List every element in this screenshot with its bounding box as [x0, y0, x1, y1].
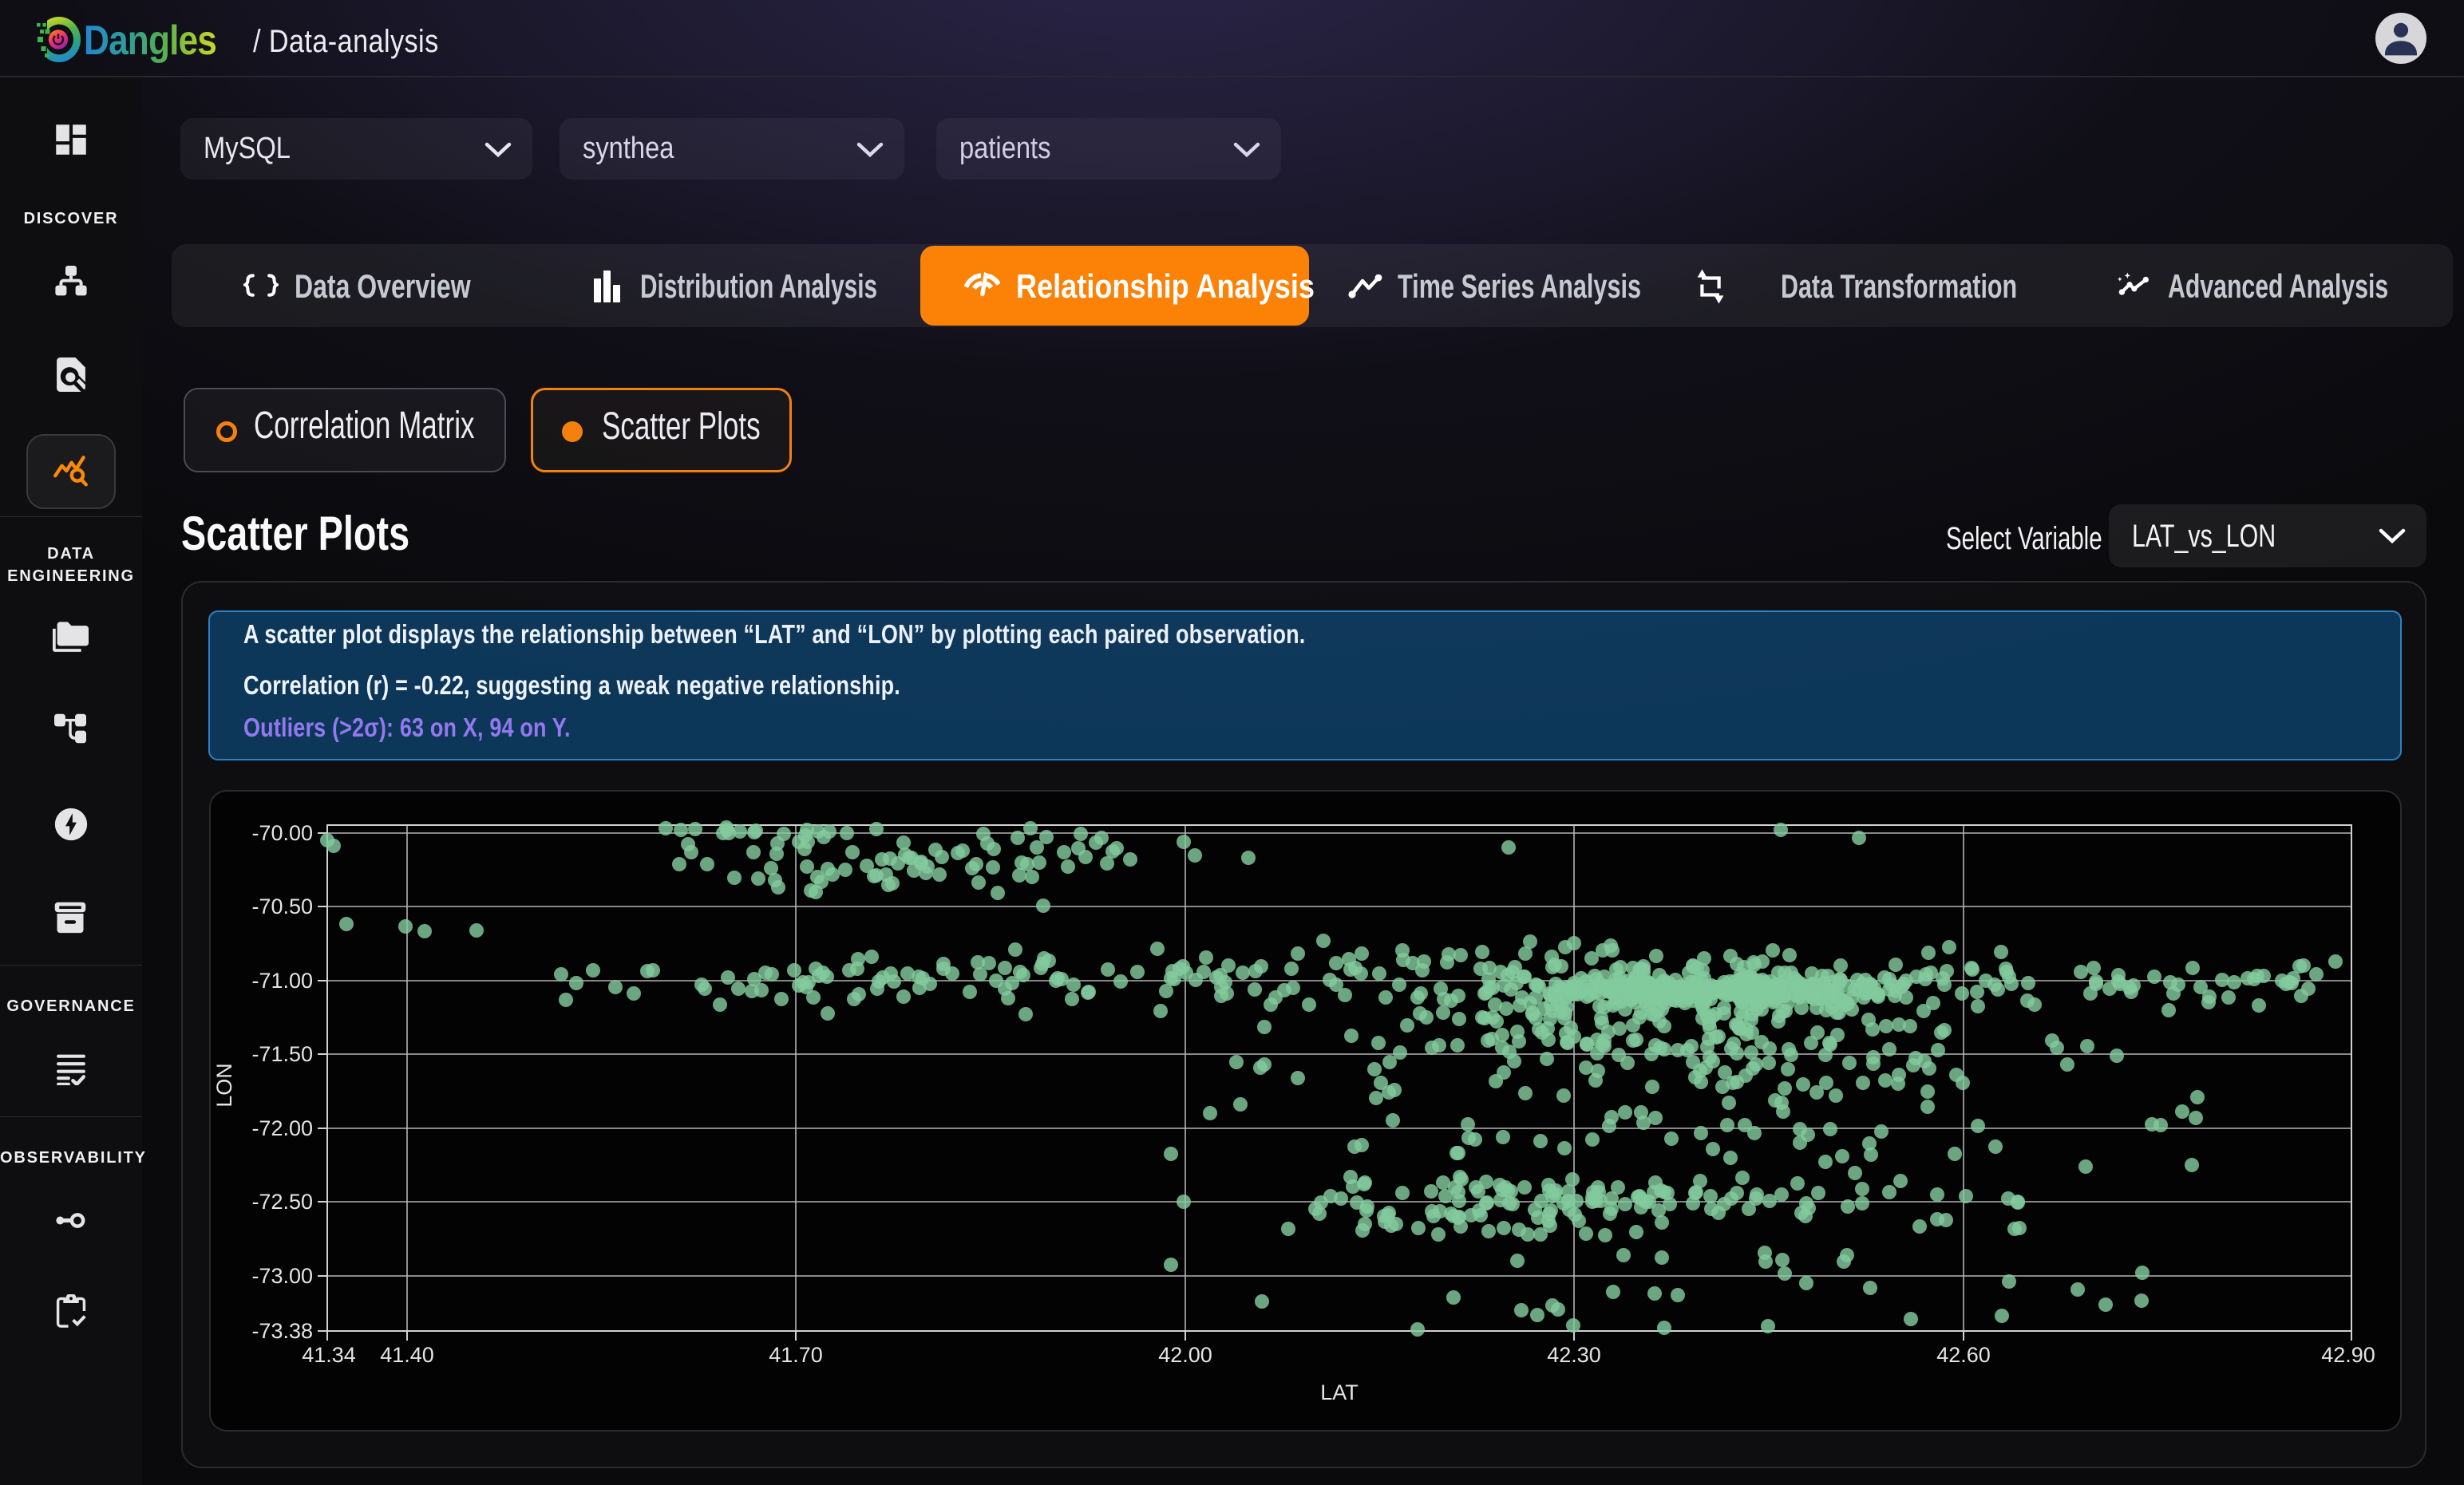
svg-text:42.00: 42.00	[1158, 1343, 1212, 1367]
svg-text:41.70: 41.70	[769, 1343, 823, 1367]
svg-text:-73.00: -73.00	[251, 1264, 313, 1288]
svg-text:41.40: 41.40	[380, 1343, 434, 1367]
svg-text:LON: LON	[212, 1063, 236, 1108]
svg-text:-71.00: -71.00	[251, 969, 313, 993]
svg-text:42.60: 42.60	[1936, 1343, 1991, 1367]
svg-text:-72.00: -72.00	[251, 1116, 313, 1140]
svg-text:-70.00: -70.00	[251, 821, 313, 845]
svg-text:-73.38: -73.38	[251, 1319, 313, 1343]
svg-text:-71.50: -71.50	[251, 1042, 313, 1066]
svg-text:41.34: 41.34	[302, 1343, 356, 1367]
svg-text:42.90: 42.90	[2321, 1343, 2375, 1367]
svg-text:-70.50: -70.50	[251, 895, 313, 918]
svg-text:LAT: LAT	[1320, 1380, 1359, 1404]
svg-text:42.30: 42.30	[1547, 1343, 1601, 1367]
svg-text:-72.50: -72.50	[251, 1190, 313, 1214]
